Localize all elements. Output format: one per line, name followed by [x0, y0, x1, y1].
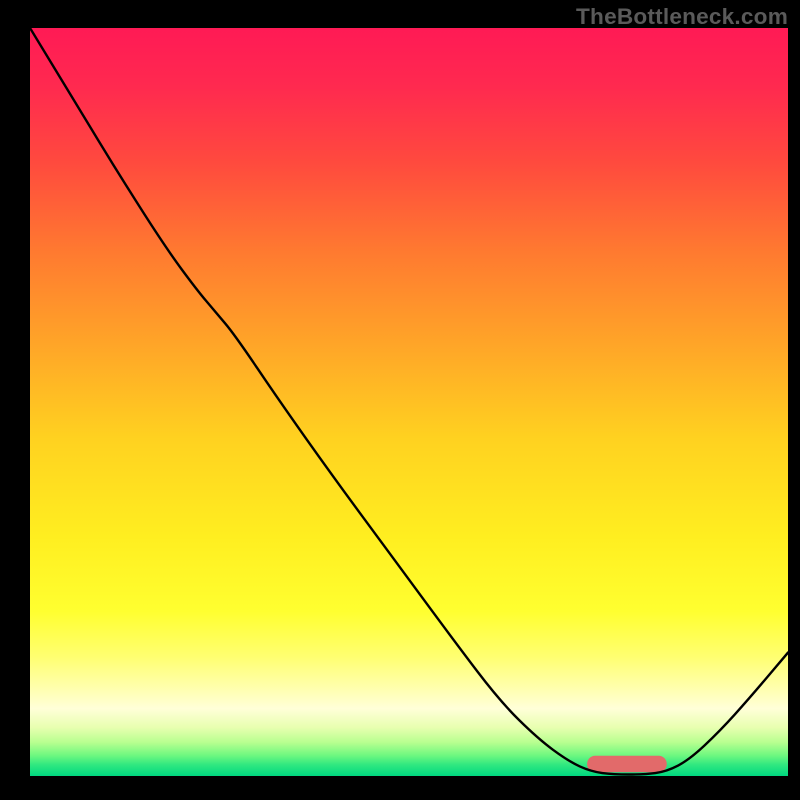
target-marker	[587, 756, 667, 772]
chart-plot-area	[30, 28, 788, 776]
watermark-text: TheBottleneck.com	[576, 4, 788, 30]
chart-svg	[30, 28, 788, 776]
chart-background	[30, 28, 788, 776]
